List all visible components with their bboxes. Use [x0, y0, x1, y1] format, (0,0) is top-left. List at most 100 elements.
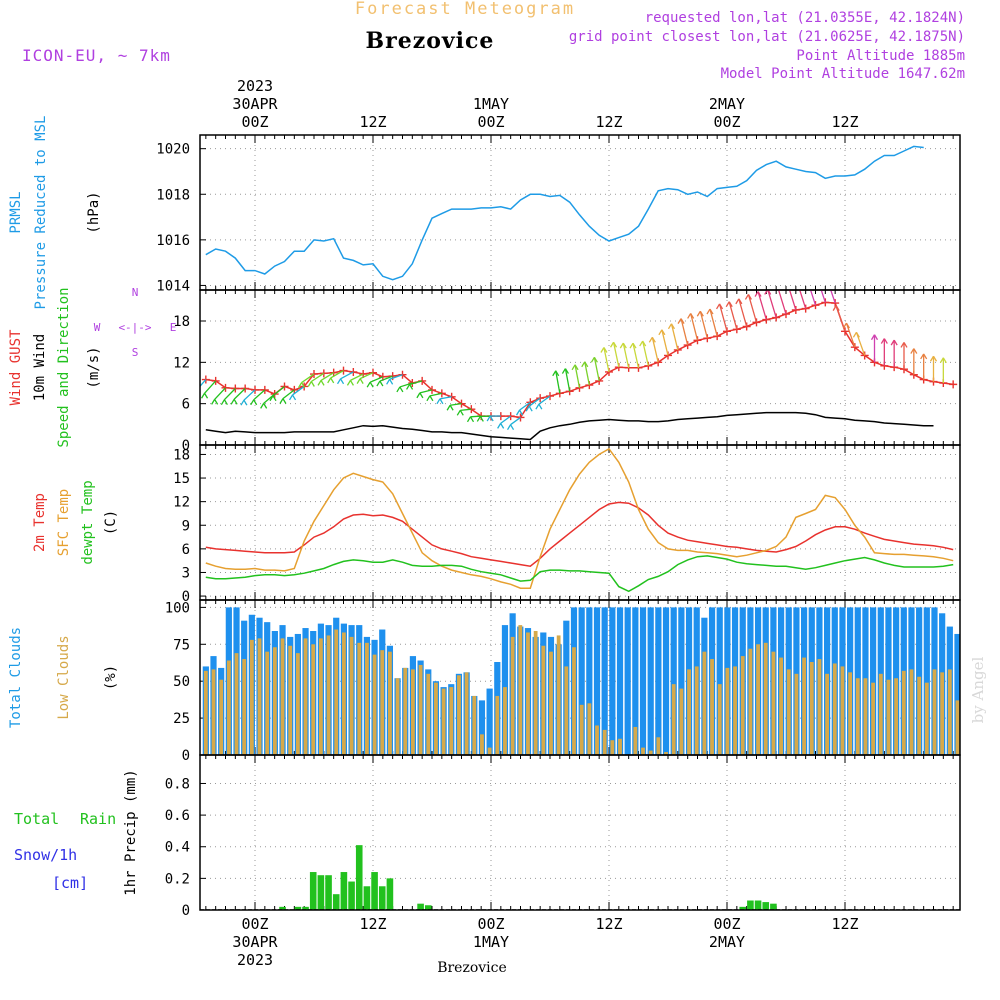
wind-arrow-head — [609, 341, 618, 348]
y-tick-label: 6 — [182, 542, 190, 558]
bar-total-clouds — [578, 607, 585, 755]
wind-arrow-head — [220, 399, 228, 405]
bar-low-clouds — [288, 645, 293, 755]
bar-low-clouds — [457, 675, 461, 755]
bar-low-clouds — [549, 651, 553, 755]
precip-label-total: Total — [14, 810, 59, 828]
bar-total-clouds — [478, 700, 486, 755]
plot-area — [200, 845, 960, 910]
wind-direction-arrow — [310, 372, 325, 383]
bar-low-clouds — [234, 653, 239, 755]
gust-marker — [713, 332, 722, 341]
bar-low-clouds — [472, 695, 477, 755]
bar-low-clouds — [311, 644, 316, 755]
time-label-top: 12Z — [359, 113, 386, 131]
gust-marker — [221, 383, 230, 392]
bar-low-clouds — [357, 642, 362, 755]
wind-arrow-head — [307, 381, 315, 387]
y-tick-label: 6 — [182, 397, 190, 413]
bar-low-clouds — [940, 672, 945, 755]
y-tick-label: 0.2 — [165, 871, 190, 887]
bar-low-clouds — [717, 684, 722, 755]
series-line-sfc-temp — [205, 447, 954, 589]
wind-arrow-head — [436, 398, 444, 405]
wind-direction-arrow — [820, 290, 826, 303]
wind-arrow-head — [571, 364, 579, 371]
wind-arrow-head — [813, 274, 819, 279]
wind-direction-arrow — [593, 357, 600, 382]
y-tick-label: 18 — [173, 447, 190, 463]
wind-direction-arrow — [670, 323, 679, 351]
bar-low-clouds — [434, 682, 438, 755]
wind-direction-arrow — [632, 343, 640, 368]
wind-arrow-head — [687, 313, 695, 319]
wind-arrow-head — [619, 342, 627, 349]
bar-total-rain — [762, 902, 770, 910]
y-tick-label: 25 — [173, 711, 190, 727]
station-title: Brezovice — [366, 28, 495, 54]
wind-direction-arrow — [500, 415, 512, 424]
bar-low-clouds — [894, 678, 899, 755]
wind-direction-arrow — [718, 303, 728, 332]
y-axis-label: (hPa) — [86, 191, 102, 233]
wind-arrow-head — [581, 361, 589, 368]
bar-low-clouds — [817, 659, 822, 755]
wind-direction-arrow — [429, 392, 442, 397]
wind-arrow-head — [658, 329, 666, 336]
wind-arrow-head — [336, 378, 345, 385]
bar-low-clouds — [579, 704, 584, 755]
gust-marker — [791, 305, 800, 314]
wind-arrow-head — [803, 276, 809, 281]
bar-low-clouds — [848, 672, 853, 755]
wind-direction-arrow — [584, 361, 590, 386]
wind-arrow-head — [366, 381, 374, 388]
bar-total-rain — [317, 875, 325, 910]
series-line-dewpt-temp — [205, 555, 954, 593]
bar-low-clouds — [832, 663, 837, 755]
bar-low-clouds — [318, 638, 323, 755]
wind-arrow-head — [346, 380, 354, 386]
gust-marker — [949, 380, 958, 389]
wind-direction-arrow — [272, 385, 285, 397]
bar-low-clouds — [786, 669, 791, 755]
point-altitude: Point Altitude 1885m — [796, 48, 965, 64]
y-axis-label: (C) — [103, 510, 119, 535]
bar-low-clouds — [909, 669, 914, 755]
y-tick-label: 18 — [173, 314, 190, 330]
bar-low-clouds — [380, 650, 385, 755]
gust-marker — [850, 343, 859, 352]
bar-low-clouds — [303, 638, 308, 755]
series-line-2m-temp — [205, 501, 954, 567]
y-tick-label: 1020 — [156, 142, 190, 158]
wind-arrow-head — [406, 384, 414, 390]
bar-low-clouds — [572, 647, 576, 755]
wind-arrow-head — [317, 380, 325, 386]
wind-arrow-head — [794, 280, 800, 285]
wind-arrow-head — [298, 382, 306, 388]
gust-marker — [516, 413, 525, 422]
footer-station: Brezovice — [437, 960, 507, 976]
header: Forecast Meteogram Brezovice ICON-EU, ~ … — [22, 0, 987, 976]
time-label-top: 30APR — [232, 95, 278, 113]
time-label-top: 1MAY — [473, 95, 509, 113]
bar-low-clouds — [809, 662, 814, 755]
bar-total-clouds — [870, 607, 877, 755]
wind-arrow-head — [920, 353, 928, 360]
panel-label: Pressure Reduced to MSL — [33, 116, 49, 310]
bar-low-clouds — [403, 667, 408, 755]
model-point-altitude: Model Point Altitude 1647.62m — [721, 66, 965, 82]
bar-low-clouds — [886, 679, 891, 755]
wind-direction-arrow — [233, 388, 246, 400]
bar-low-clouds — [748, 648, 753, 755]
wind-arrow-head — [648, 336, 656, 343]
gust-marker — [398, 370, 407, 379]
panel-clouds: 0 25 50 75 100 Total Clouds Low Clouds (%) — [8, 599, 961, 764]
panel-label: Speed and Direction — [56, 287, 72, 447]
wind-arrow-head — [629, 342, 637, 349]
wind-direction-arrow — [747, 294, 758, 323]
bar-low-clouds — [863, 678, 868, 755]
requested-location: requested lon,lat (21.0355E, 42.1824N) — [645, 10, 965, 26]
wind-arrow-head — [870, 334, 879, 341]
bar-low-clouds — [295, 653, 300, 755]
bar-low-clouds — [802, 657, 806, 755]
